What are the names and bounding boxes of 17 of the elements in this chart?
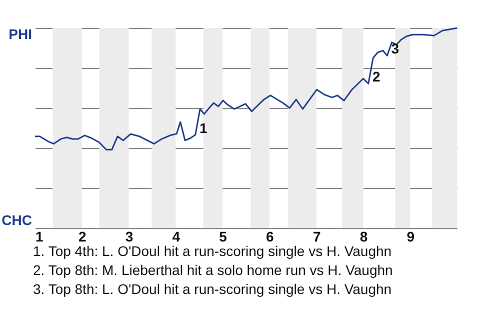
x-tick-label: 1: [36, 228, 44, 244]
x-tick-label: 8: [360, 228, 368, 244]
annotation: 3: [391, 40, 400, 57]
x-tick-label: 9: [406, 228, 415, 244]
text: 1. Top 4th: L. O'Doul hit a run-scoring single vs H. Vaughn: [33, 242, 393, 261]
x-tick-label: 5: [219, 228, 228, 244]
x-tick-label: 4: [172, 228, 180, 244]
annotation: 2: [372, 68, 380, 85]
x-tick-label: 3: [125, 228, 134, 244]
x-tick-label: 6: [266, 228, 274, 244]
text: 2. Top 8th: M. Lieberthal hit a solo home run vs H. Vaughn: [33, 261, 393, 280]
text: 3. Top 8th: L. O'Doul hit a run-scoring single vs H. Vaughn: [33, 280, 393, 299]
x-tick-label: 7: [312, 228, 321, 244]
text: CHC: [2, 212, 32, 228]
annotation: 1: [199, 120, 208, 136]
x-tick-label: 2: [78, 228, 86, 244]
text: PHI: [8, 26, 32, 42]
